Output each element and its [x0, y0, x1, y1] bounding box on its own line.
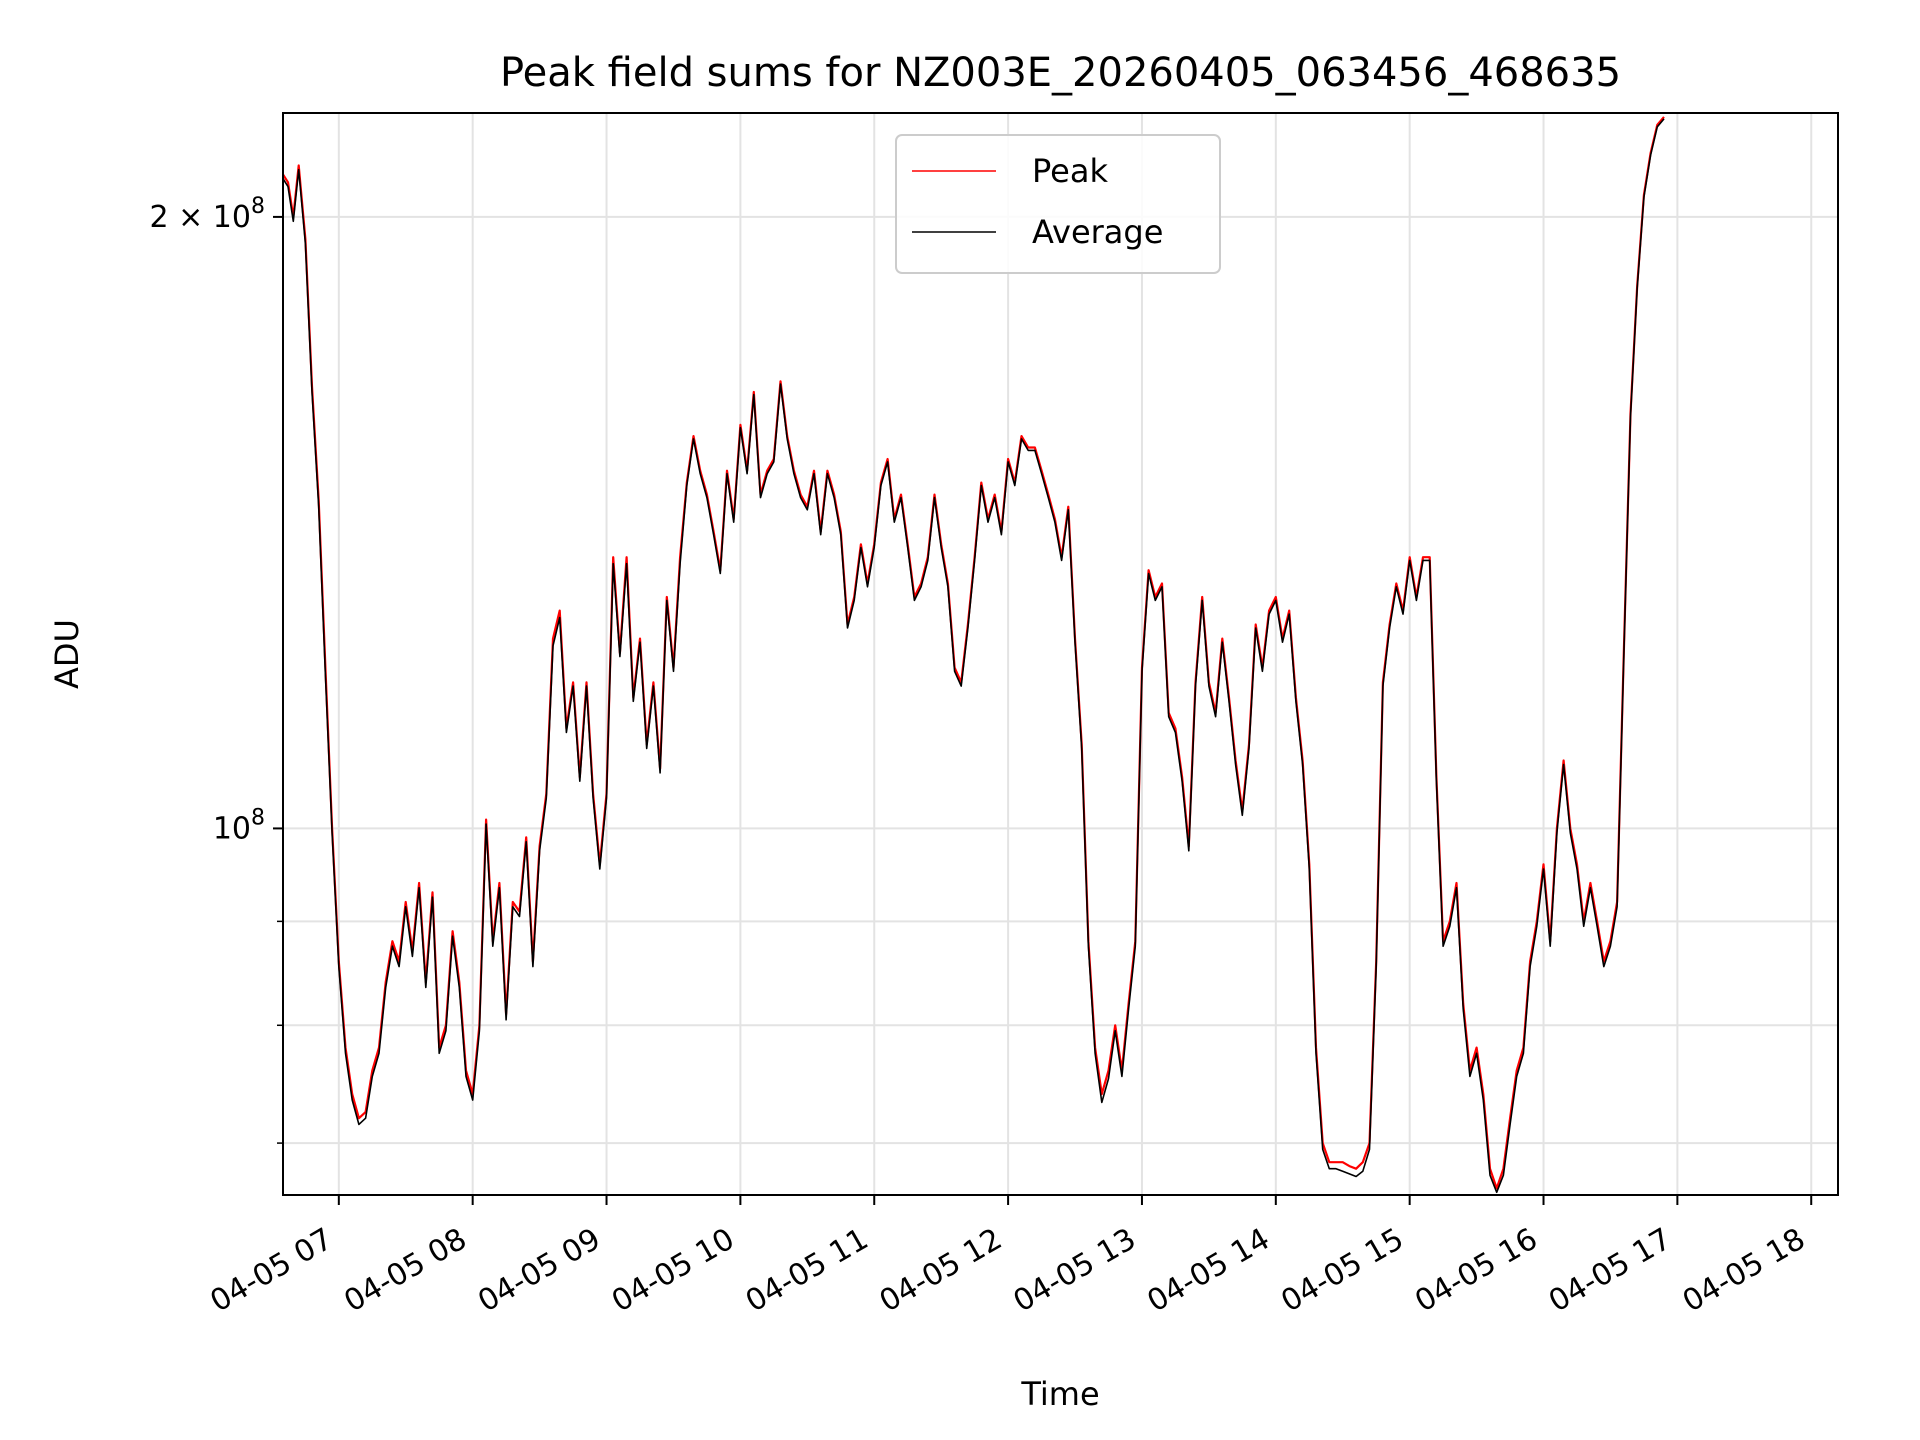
plot-frame [282, 112, 1839, 1196]
x-axis-title: Time [1020, 1375, 1099, 1413]
legend: Peak Average [895, 134, 1221, 274]
y-tick-label: 2 × 108 [150, 194, 265, 235]
series-line-average [283, 118, 1665, 1194]
series-lines [283, 116, 1665, 1194]
chart-title: Peak field sums for NZ003E_20260405_0634… [500, 50, 1621, 96]
legend-label-average: Average [1032, 213, 1163, 251]
y-axis-title: ADU [48, 619, 86, 689]
legend-box [895, 134, 1221, 274]
y-tick-label: 108 [213, 805, 265, 846]
legend-label-peak: Peak [1032, 152, 1108, 190]
